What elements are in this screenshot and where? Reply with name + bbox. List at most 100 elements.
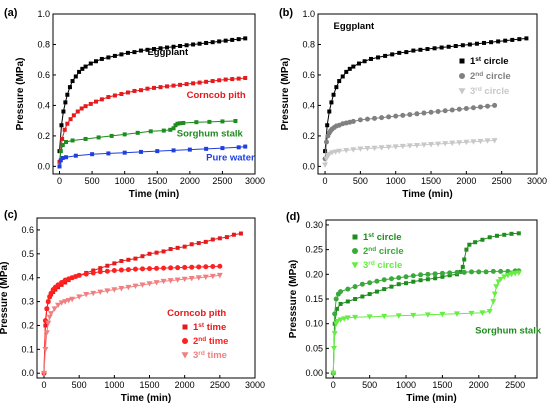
legend-label: 3rd circle [363, 260, 402, 272]
data-point [374, 289, 379, 294]
data-point [70, 79, 75, 84]
data-point [204, 146, 209, 151]
data-point [454, 269, 460, 275]
data-point [238, 231, 243, 236]
data-point [60, 136, 65, 141]
x-tick-label: 1000 [104, 380, 124, 390]
data-point [352, 248, 358, 254]
data-point [196, 264, 202, 270]
data-point [367, 292, 372, 297]
data-point [447, 270, 453, 276]
panel-d: (d) 0 500 1000 1500 2000 2500 0.00 0.05 0.10 0.15 0… [286, 211, 542, 404]
data-point [446, 44, 451, 49]
data-point [154, 250, 159, 255]
y-tick-label: 1.0 [302, 9, 315, 19]
data-point [474, 41, 479, 46]
data-point [125, 284, 132, 291]
data-point [105, 263, 110, 268]
data-point [332, 311, 338, 317]
data-point [456, 106, 462, 112]
data-point [168, 247, 173, 252]
data-point [217, 236, 222, 241]
data-point [467, 242, 472, 247]
data-point [352, 284, 358, 290]
data-point [233, 118, 238, 123]
data-point [376, 55, 381, 60]
data-point [90, 152, 95, 157]
data-point [491, 291, 498, 298]
series-pure-water [57, 144, 248, 169]
data-point [132, 50, 137, 55]
data-point [152, 47, 156, 52]
data-point [43, 330, 50, 336]
data-point [217, 78, 222, 83]
x-tick-label: 2500 [492, 176, 512, 186]
data-point [67, 85, 72, 90]
data-point [104, 288, 111, 294]
data-point [62, 299, 69, 305]
data-point [161, 265, 167, 271]
annotation: Corncob pith [167, 308, 226, 319]
data-point [329, 150, 336, 156]
y-axis-label: Presssure (MPa) [288, 260, 299, 338]
data-point [356, 61, 361, 66]
data-point [210, 40, 215, 45]
data-point [88, 101, 93, 106]
series-3rd-circle [322, 138, 498, 168]
series-2nd-circle [322, 102, 498, 162]
data-point [147, 266, 153, 272]
data-point [217, 263, 223, 269]
data-point [351, 64, 356, 69]
data-point [106, 151, 111, 156]
data-point [223, 77, 228, 82]
data-point [153, 280, 160, 286]
data-point [372, 115, 378, 121]
data-point [329, 100, 334, 105]
data-point [345, 299, 350, 304]
data-point [158, 85, 163, 90]
data-point [524, 36, 529, 41]
panel-label: (b) [279, 7, 293, 19]
data-point [210, 237, 215, 242]
data-point [512, 270, 519, 277]
annotation: Corncob pith [187, 90, 246, 101]
plot-frame [325, 219, 538, 379]
data-point [453, 311, 460, 317]
data-point [425, 47, 430, 52]
data-point [65, 121, 70, 126]
data-point [403, 274, 409, 280]
data-point [44, 306, 50, 312]
data-point [362, 59, 367, 64]
data-point [154, 265, 160, 271]
data-point [462, 257, 467, 262]
data-point [148, 129, 153, 134]
data-point [41, 370, 48, 377]
data-point [77, 69, 82, 74]
data-point [112, 53, 117, 58]
data-point [482, 40, 487, 45]
data-point [483, 269, 489, 275]
data-point [55, 302, 62, 309]
data-point [96, 135, 101, 140]
data-point [404, 281, 409, 286]
data-point [371, 145, 378, 152]
data-point [171, 83, 176, 88]
series-2nd-circle [330, 268, 522, 376]
x-axis-label: Time (min) [406, 393, 456, 404]
x-tick-label: 500 [85, 176, 100, 186]
data-point [340, 74, 345, 79]
data-point [463, 105, 469, 111]
data-point [421, 110, 427, 116]
data-point [374, 278, 380, 284]
data-point [385, 144, 392, 151]
y-tick-label: 0.8 [302, 39, 315, 49]
data-point [75, 109, 80, 114]
series-3rd-time [41, 272, 223, 377]
data-point [187, 147, 192, 152]
legend-label: 3rd circle [470, 86, 509, 98]
data-point [104, 268, 110, 274]
data-point [442, 108, 448, 114]
data-point [191, 81, 196, 86]
data-point [181, 352, 189, 359]
data-point [138, 48, 143, 53]
